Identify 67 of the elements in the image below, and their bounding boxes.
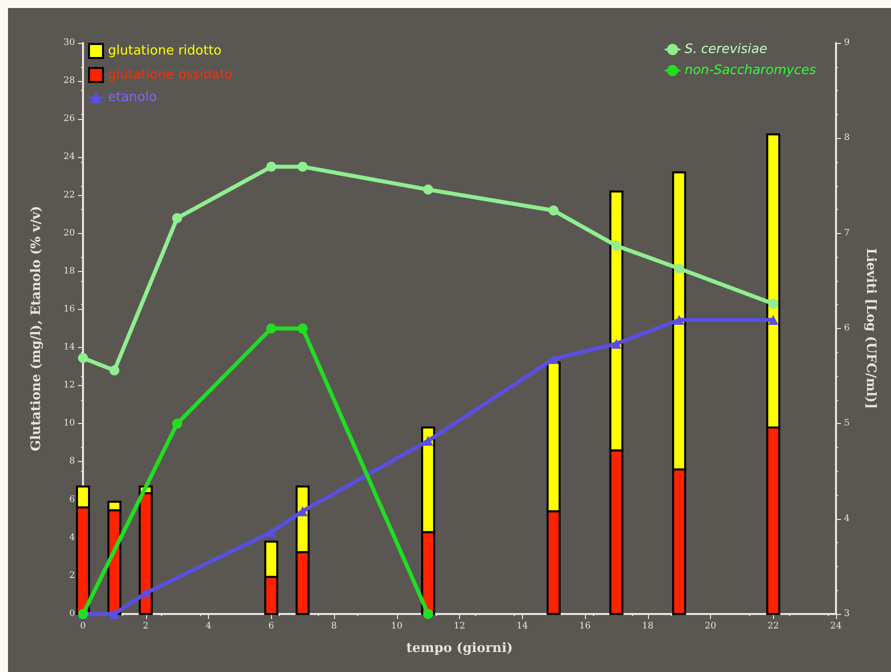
- point: [423, 184, 434, 195]
- point: [674, 264, 684, 274]
- y-tick-label: 26: [64, 114, 76, 124]
- y2-tick-label: 5: [844, 418, 850, 429]
- x-tick-label: 16: [579, 622, 591, 632]
- y-tick-label: 28: [64, 76, 76, 86]
- point: [266, 527, 276, 538]
- y2-tick-label: 9: [844, 38, 850, 48]
- x-tick-label: 8: [331, 622, 338, 632]
- y-tick-label: 0: [69, 609, 76, 619]
- legend-label: S. cerevisiae: [684, 42, 768, 57]
- y-tick-label: 6: [69, 494, 76, 505]
- legend-label: etanolo: [108, 90, 157, 105]
- x-tick-label: 6: [268, 622, 274, 632]
- point: [423, 609, 434, 619]
- x-tick-label: 12: [454, 622, 466, 632]
- y2-tick-label: 8: [844, 133, 850, 144]
- y-tick-label: 18: [64, 266, 76, 276]
- point: [266, 162, 276, 172]
- x-tick-label: 14: [516, 622, 528, 632]
- point: [172, 213, 182, 224]
- point: [266, 324, 276, 334]
- y2-tick-label: 3: [844, 609, 850, 619]
- y2-axis-title: Lieviti [Log (UFC/ml)]: [863, 248, 878, 409]
- y-tick-label: 4: [69, 532, 76, 543]
- y2-tick-label: 4: [844, 514, 850, 524]
- y-tick-label: 12: [64, 380, 75, 391]
- legend-label: non-Saccharomyces: [684, 63, 816, 78]
- legend-label: glutatione ossidato: [108, 68, 233, 82]
- point: [768, 314, 778, 325]
- x-axis-title: tempo (giorni): [406, 641, 513, 656]
- point: [172, 418, 182, 429]
- x-tick-label: 10: [391, 622, 403, 632]
- point: [611, 338, 622, 349]
- point: [423, 436, 434, 446]
- y-tick-label: 2: [69, 570, 75, 581]
- y-tick-label: 8: [69, 456, 76, 467]
- y-tick-label: 16: [64, 304, 76, 314]
- x-tick-label: 22: [768, 622, 779, 632]
- x-tick-label: 24: [830, 622, 842, 632]
- legend-label: glutatione ridotto: [108, 44, 222, 58]
- point: [548, 205, 559, 216]
- x-tick-label: 0: [80, 622, 86, 632]
- point: [548, 354, 559, 364]
- point: [611, 240, 622, 251]
- y-tick-label: 20: [64, 228, 76, 238]
- point: [298, 162, 308, 172]
- y2-tick-label: 7: [844, 228, 850, 238]
- y2-tick-label: 6: [844, 324, 850, 334]
- y-tick-label: 30: [64, 38, 76, 48]
- point: [298, 324, 308, 334]
- x-tick-label: 4: [206, 622, 212, 632]
- point: [298, 506, 308, 516]
- x-tick-label: 20: [704, 622, 716, 632]
- point: [674, 314, 684, 325]
- point: [768, 298, 778, 309]
- y-axis-title: Glutatione (mg/l), Etanolo (% v/v): [29, 206, 44, 452]
- x-tick-label: 18: [642, 622, 654, 632]
- y-tick-label: 14: [64, 342, 76, 353]
- x-tick-label: 2: [142, 622, 149, 632]
- point: [140, 588, 151, 598]
- point: [78, 353, 88, 363]
- point: [109, 365, 120, 376]
- y-tick-label: 10: [64, 418, 76, 429]
- point: [109, 609, 120, 619]
- y-tick-label: 24: [64, 152, 76, 162]
- y-tick-label: 22: [64, 190, 75, 200]
